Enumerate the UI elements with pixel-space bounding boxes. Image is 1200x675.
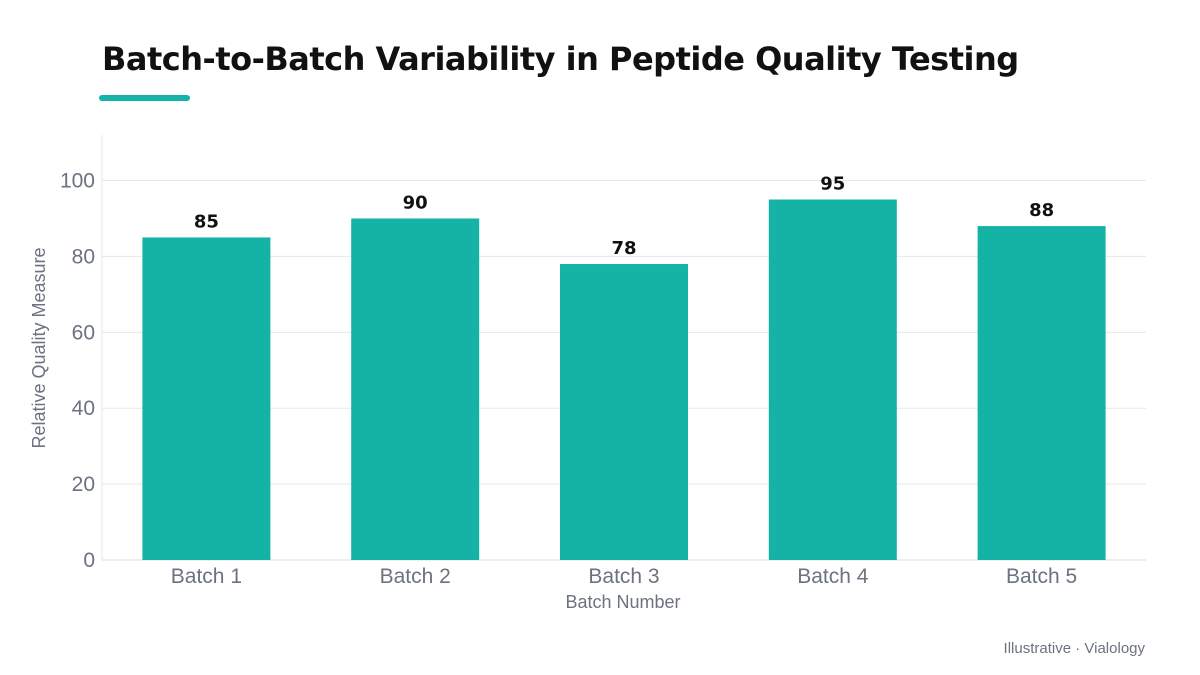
bar-value-label: 85 <box>194 211 219 232</box>
y-axis-ticks: 0 20 40 60 80 100 <box>60 170 95 572</box>
bar <box>768 199 897 561</box>
y-axis-label: Relative Quality Measure <box>29 247 49 448</box>
grid-lines <box>101 135 1146 561</box>
bar <box>977 226 1106 561</box>
bar-value-label: 88 <box>1029 200 1054 221</box>
x-tick-label: Batch 4 <box>797 565 869 588</box>
bars <box>142 199 1106 561</box>
title-accent-bar <box>99 95 190 101</box>
x-tick-label: Batch 5 <box>1006 565 1077 588</box>
bar <box>142 237 271 560</box>
x-tick-label: Batch 3 <box>588 565 659 588</box>
source-note: Illustrative · Vialology <box>1003 640 1145 657</box>
y-tick-label: 0 <box>83 549 95 572</box>
x-axis-label: Batch Number <box>565 592 680 612</box>
chart-title: Batch-to-Batch Variability in Peptide Qu… <box>102 40 1019 78</box>
y-tick-label: 20 <box>72 473 95 496</box>
bar-value-label: 95 <box>820 174 845 195</box>
y-tick-label: 40 <box>72 397 95 420</box>
y-tick-label: 100 <box>60 170 95 193</box>
bar <box>560 264 688 560</box>
x-axis-ticks: Batch 1 Batch 2 Batch 3 Batch 4 Batch 5 <box>171 565 1077 588</box>
x-tick-label: Batch 2 <box>380 565 451 588</box>
x-tick-label: Batch 1 <box>171 565 242 588</box>
bar-value-label: 78 <box>611 238 636 259</box>
y-tick-label: 60 <box>72 321 95 344</box>
data-labels: 85 90 78 95 88 <box>194 174 1054 260</box>
y-tick-label: 80 <box>72 245 95 268</box>
bar-value-label: 90 <box>403 192 428 213</box>
bar <box>351 218 480 560</box>
